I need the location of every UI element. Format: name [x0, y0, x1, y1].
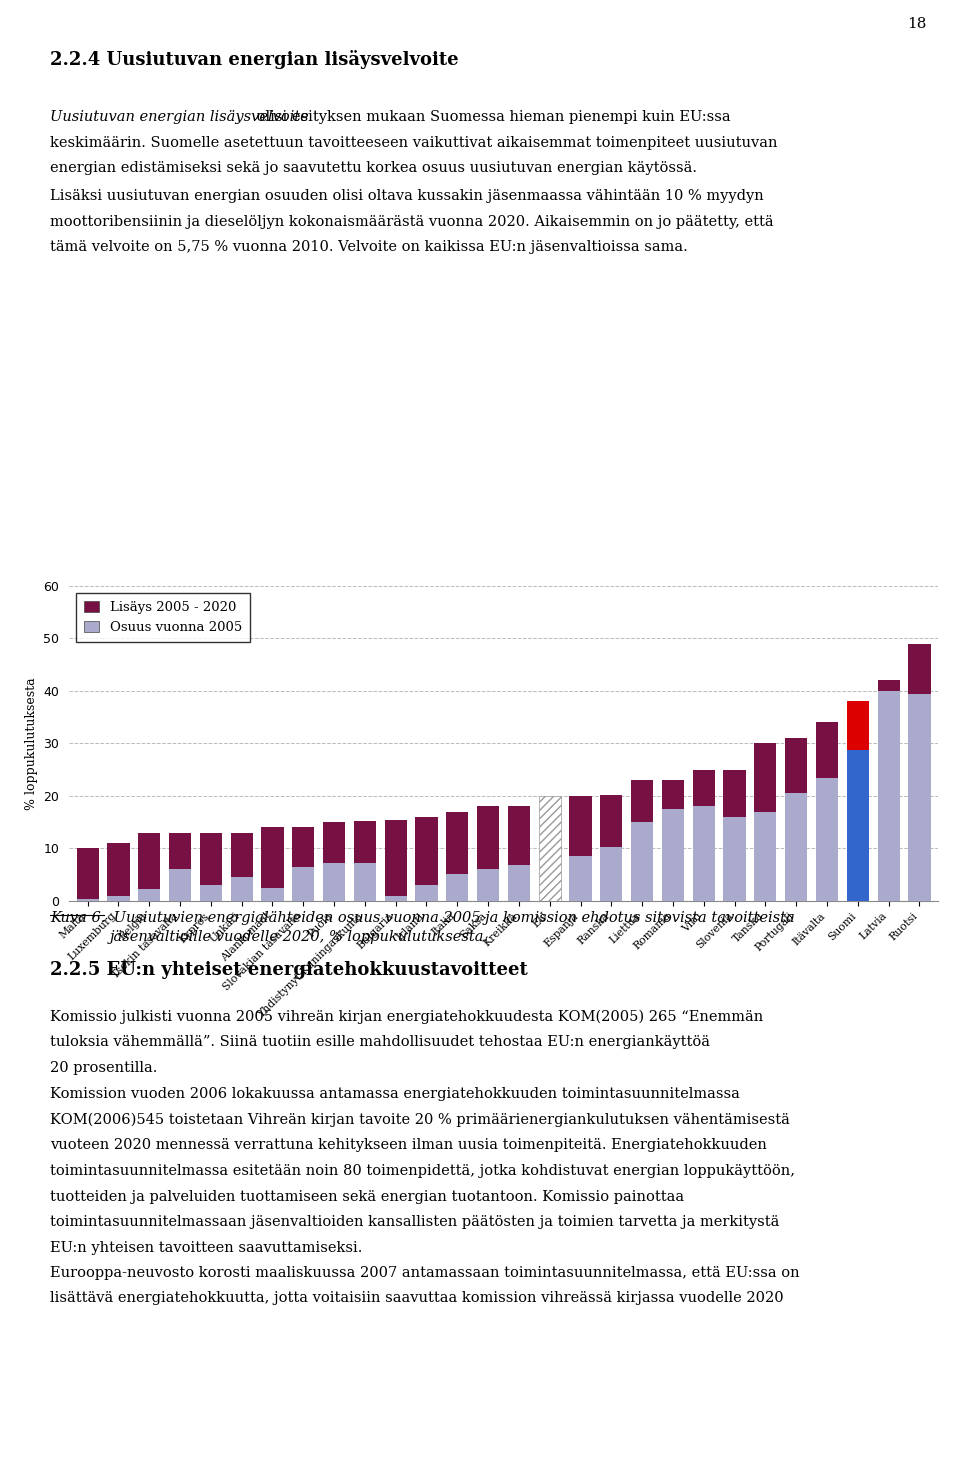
- Bar: [785, 738, 807, 794]
- Bar: [816, 722, 838, 778]
- Bar: [693, 769, 715, 806]
- Text: tämä velvoite on 5,75 % vuonna 2010. Velvoite on kaikissa EU:n jäsenvaltioissa s: tämä velvoite on 5,75 % vuonna 2010. Vel…: [50, 240, 687, 255]
- Text: tuotteiden ja palveluiden tuottamiseen sekä energian tuotantoon. Komissio painot: tuotteiden ja palveluiden tuottamiseen s…: [50, 1190, 684, 1204]
- Bar: [323, 822, 346, 863]
- Bar: [416, 885, 438, 901]
- Bar: [354, 863, 376, 901]
- Bar: [200, 832, 222, 885]
- Bar: [108, 844, 130, 895]
- Bar: [200, 885, 222, 901]
- Bar: [477, 806, 499, 869]
- Bar: [755, 812, 777, 901]
- Bar: [600, 847, 622, 901]
- Bar: [569, 856, 591, 901]
- Bar: [877, 691, 900, 901]
- Bar: [847, 750, 869, 901]
- Text: keskimäärin. Suomelle asetettuun tavoitteeseen vaikuttivat aikaisemmat toimenpit: keskimäärin. Suomelle asetettuun tavoitt…: [50, 135, 778, 149]
- Bar: [508, 806, 530, 866]
- Bar: [446, 812, 468, 873]
- Text: Kuva 6.: Kuva 6.: [50, 911, 106, 926]
- Bar: [847, 702, 869, 750]
- Text: lisättävä energiatehokkuutta, jotta voitaisiin saavuttaa komission vihreässä kir: lisättävä energiatehokkuutta, jotta voit…: [50, 1292, 783, 1305]
- Text: Komissio julkisti vuonna 2005 vihreän kirjan energiatehokkuudesta KOM(2005) 265 : Komissio julkisti vuonna 2005 vihreän ki…: [50, 1009, 763, 1024]
- Text: tuloksia vähemmällä”. Siinä tuotiin esille mahdollisuudet tehostaa EU:n energian: tuloksia vähemmällä”. Siinä tuotiin esil…: [50, 1034, 709, 1049]
- Bar: [908, 643, 930, 693]
- Text: 2.2.4 Uusiutuvan energian lisäysvelvoite: 2.2.4 Uusiutuvan energian lisäysvelvoite: [50, 50, 459, 69]
- Bar: [724, 817, 746, 901]
- Bar: [323, 863, 346, 901]
- Text: KOM(2006)545 toistetaan Vihreän kirjan tavoite 20 % primäärienergiankulutuksen v: KOM(2006)545 toistetaan Vihreän kirjan t…: [50, 1113, 790, 1127]
- Bar: [661, 781, 684, 809]
- Bar: [354, 822, 376, 863]
- Bar: [292, 828, 314, 867]
- Text: Uusiutuvan energian lisäysvelvoite: Uusiutuvan energian lisäysvelvoite: [50, 110, 309, 125]
- Bar: [693, 806, 715, 901]
- Bar: [108, 895, 130, 901]
- Bar: [230, 878, 252, 901]
- Bar: [755, 743, 777, 812]
- Bar: [446, 873, 468, 901]
- Bar: [138, 889, 160, 901]
- Bar: [138, 832, 160, 889]
- Bar: [77, 848, 99, 900]
- Bar: [77, 900, 99, 901]
- Bar: [261, 888, 283, 901]
- Bar: [292, 867, 314, 901]
- Bar: [724, 769, 746, 817]
- Bar: [816, 778, 838, 901]
- Text: Lisäksi uusiutuvan energian osuuden olisi oltava kussakin jäsenmaassa vähintään : Lisäksi uusiutuvan energian osuuden olis…: [50, 189, 763, 204]
- Text: Komission vuoden 2006 lokakuussa antamassa energiatehokkuuden toimintasuunnitelm: Komission vuoden 2006 lokakuussa antamas…: [50, 1087, 740, 1102]
- Text: Eurooppa-neuvosto korosti maaliskuussa 2007 antamassaan toimintasuunnitelmassa, : Eurooppa-neuvosto korosti maaliskuussa 2…: [50, 1266, 800, 1280]
- Bar: [169, 832, 191, 869]
- Text: 18: 18: [907, 16, 926, 31]
- Text: EU:n yhteisen tavoitteen saavuttamiseksi.: EU:n yhteisen tavoitteen saavuttamiseksi…: [50, 1241, 362, 1256]
- Bar: [385, 819, 407, 895]
- Bar: [661, 809, 684, 901]
- Bar: [600, 795, 622, 847]
- Text: vuoteen 2020 mennessä verrattuna kehitykseen ilman uusia toimenpiteitä. Energiat: vuoteen 2020 mennessä verrattuna kehityk…: [50, 1138, 767, 1153]
- Bar: [631, 822, 653, 901]
- Bar: [385, 895, 407, 901]
- Text: 2.2.5 EU:n yhteiset energiatehokkuustavoitteet: 2.2.5 EU:n yhteiset energiatehokkuustavo…: [50, 961, 528, 979]
- Bar: [261, 828, 283, 888]
- Bar: [877, 680, 900, 691]
- Text: toimintasuunnitelmassaan jäsenvaltioiden kansallisten päätösten ja toimien tarve: toimintasuunnitelmassaan jäsenvaltioiden…: [50, 1216, 780, 1229]
- Bar: [477, 869, 499, 901]
- Text: energian edistämiseksi sekä jo saavutettu korkea osuus uusiutuvan energian käytö: energian edistämiseksi sekä jo saavutett…: [50, 161, 697, 176]
- Text: olisi esityksen mukaan Suomessa hieman pienempi kuin EU:ssa: olisi esityksen mukaan Suomessa hieman p…: [252, 110, 731, 125]
- Bar: [416, 817, 438, 885]
- Bar: [908, 693, 930, 901]
- Text: toimintasuunnitelmassa esitetään noin 80 toimenpidettä, jotka kohdistuvat energi: toimintasuunnitelmassa esitetään noin 80…: [50, 1163, 795, 1178]
- Legend: Lisäys 2005 - 2020, Osuus vuonna 2005: Lisäys 2005 - 2020, Osuus vuonna 2005: [76, 593, 251, 642]
- Bar: [569, 795, 591, 856]
- Bar: [230, 832, 252, 878]
- Text: Uusiutuvien energialähteiden osuus vuonna 2005 ja komission ehdotus sitovista ta: Uusiutuvien energialähteiden osuus vuonn…: [109, 911, 795, 943]
- Bar: [785, 794, 807, 901]
- Bar: [631, 781, 653, 822]
- Bar: [508, 866, 530, 901]
- Text: moottoribensiinin ja dieselöljyn kokonaismäärästä vuonna 2020. Aikaisemmin on jo: moottoribensiinin ja dieselöljyn kokonai…: [50, 214, 774, 229]
- Bar: [169, 869, 191, 901]
- Text: 20 prosentilla.: 20 prosentilla.: [50, 1061, 157, 1075]
- Y-axis label: % loppukulutuksesta: % loppukulutuksesta: [25, 677, 37, 810]
- Bar: [539, 795, 561, 901]
